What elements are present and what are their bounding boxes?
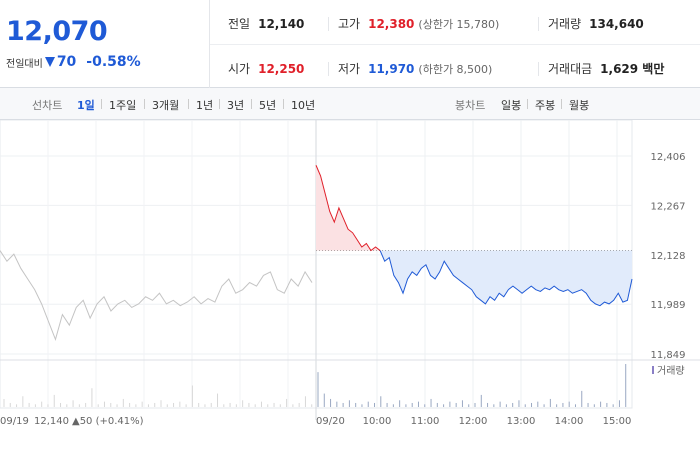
tab-separator: [219, 99, 220, 109]
today-date-label: 09/20: [316, 416, 345, 427]
stat-low: 저가 11,970 (하한가 8,500): [338, 60, 492, 77]
stat-value: 1,629 백만: [600, 62, 665, 76]
x-tick-label: 13:00: [507, 416, 536, 427]
quote-header: 12,070 전일대비 70 -0.58% 전일 12,140 고가 12,38…: [0, 0, 700, 88]
tab-separator: [188, 99, 189, 109]
y-tick-label: 11,849: [651, 350, 686, 361]
change-row: 전일대비 70 -0.58%: [6, 54, 141, 70]
x-tick-label: 10:00: [363, 416, 392, 427]
prev-close-label: 12,140: [34, 416, 69, 427]
stat-label: 거래대금: [548, 62, 593, 76]
volume-legend-label: 거래량: [657, 365, 685, 377]
change-value: 70: [56, 54, 77, 70]
tab-separator: [527, 99, 528, 109]
x-tick-label: 15:00: [603, 416, 632, 427]
tab-daily-candle[interactable]: 일봉: [501, 99, 522, 112]
line-chart-label: 선차트: [32, 99, 63, 112]
stat-prev-close: 전일 12,140: [228, 15, 304, 32]
tab-separator: [251, 99, 252, 109]
stat-label: 고가: [338, 17, 361, 31]
tab-separator: [283, 99, 284, 109]
stat-high: 고가 12,380 (상한가 15,780): [338, 15, 499, 32]
down-triangle-icon: [44, 57, 55, 67]
today-up-price-line: [315, 165, 381, 252]
stat-separator: [538, 17, 539, 31]
y-tick-label: 12,128: [651, 251, 686, 262]
x-tick-label: 14:00: [555, 416, 584, 427]
stat-label: 거래량: [548, 17, 582, 31]
tab-3year[interactable]: 3년: [227, 99, 245, 112]
stat-label: 저가: [338, 62, 361, 76]
stat-open: 시가 12,250: [228, 60, 304, 77]
stat-note: (상한가 15,780): [418, 17, 500, 31]
prev-change-label: ▲50 (+0.41%): [72, 416, 144, 427]
stat-separator: [538, 62, 539, 76]
tab-10year[interactable]: 10년: [291, 99, 316, 112]
y-tick-label: 11,989: [651, 300, 686, 311]
tab-3month[interactable]: 3개월: [152, 99, 180, 112]
change-percent: -0.58%: [86, 54, 141, 70]
stat-value: 12,140: [258, 16, 305, 31]
intraday-price-chart: 12,406 12,267 12,128 11,989 11,849 거래량 09/19 12…: [0, 120, 700, 427]
prev-day-price-line: [0, 250, 313, 342]
tab-5year[interactable]: 5년: [259, 99, 277, 112]
today-down-price-line: [379, 250, 633, 307]
y-tick-label: 12,406: [651, 152, 686, 163]
y-tick-label: 12,267: [651, 201, 686, 212]
tab-separator: [561, 99, 562, 109]
today-up-area: [316, 165, 381, 251]
tab-1day[interactable]: 1일: [77, 99, 95, 112]
tab-separator: [101, 99, 102, 109]
stat-separator: [328, 62, 329, 76]
tab-1week[interactable]: 1주일: [109, 99, 137, 112]
current-price: 12,070: [6, 16, 108, 47]
x-tick-label: 11:00: [411, 416, 440, 427]
stat-value: 134,640: [589, 16, 644, 31]
stat-value: 12,250: [258, 61, 305, 76]
stat-value: 12,380: [368, 16, 415, 31]
volume-legend-swatch: [652, 366, 654, 374]
x-tick-label: 12:00: [459, 416, 488, 427]
tab-separator: [144, 99, 145, 109]
stat-amount: 거래대금 1,629 백만: [548, 60, 664, 77]
prev-date-label: 09/19: [0, 416, 29, 427]
price-box: 12,070 전일대비 70 -0.58%: [0, 0, 210, 88]
stat-label: 시가: [228, 62, 251, 76]
stat-volume: 거래량 134,640: [548, 15, 644, 32]
stat-note: (하한가 8,500): [418, 62, 493, 76]
tab-1year[interactable]: 1년: [196, 99, 214, 112]
stat-value: 11,970: [368, 61, 415, 76]
chart-period-tabbar: 선차트 1일 1주일 3개월 1년 3년 5년 10년 봉차트 일봉 주봉 월봉: [0, 88, 700, 120]
stat-label: 전일: [228, 17, 251, 31]
today-down-area: [380, 250, 632, 306]
candle-chart-label: 봉차트: [455, 99, 486, 112]
tab-monthly-candle[interactable]: 월봉: [569, 99, 590, 112]
change-label: 전일대비: [6, 58, 43, 70]
tab-weekly-candle[interactable]: 주봉: [535, 99, 556, 112]
stat-separator: [328, 17, 329, 31]
stats-divider: [210, 44, 700, 45]
